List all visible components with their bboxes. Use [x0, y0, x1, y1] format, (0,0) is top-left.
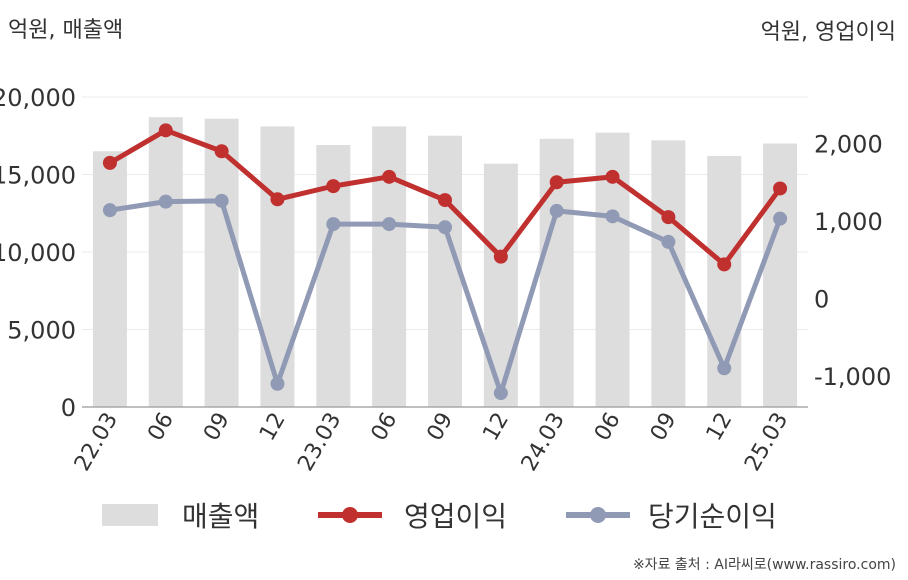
- revenue-bar: [260, 126, 295, 407]
- x-tick-label: 12: [478, 409, 514, 446]
- net-income-point: [102, 203, 117, 218]
- revenue-bars: [92, 117, 798, 408]
- operating-profit-point: [438, 193, 452, 208]
- net-income-point: [549, 203, 564, 218]
- legend-swatch-operating-profit: [318, 507, 382, 523]
- x-tick-label: 09: [646, 409, 682, 446]
- x-tick-label: 09: [423, 409, 459, 446]
- left-tick-label: 15,000: [0, 162, 76, 190]
- revenue-bar: [204, 118, 239, 407]
- net-income-point: [605, 209, 620, 224]
- operating-profit-point: [605, 169, 620, 184]
- net-income-point: [382, 217, 397, 232]
- operating-profit-point: [158, 123, 173, 138]
- right-axis-title: 억원, 영업이익: [760, 20, 896, 45]
- net-income-point: [493, 386, 508, 401]
- x-tick-label: 06: [143, 409, 179, 446]
- operating-profit-point: [773, 181, 788, 196]
- x-tick-label: 22.03: [70, 409, 123, 476]
- legend-label-net-income: 당기순이익: [648, 500, 777, 533]
- x-tick-label: 06: [590, 409, 626, 446]
- net-income-point: [270, 376, 285, 391]
- operating-profit-point: [102, 155, 117, 170]
- right-tick-label: -1,000: [814, 363, 891, 391]
- left-tick-label: 0: [61, 394, 76, 422]
- legend-label-revenue: 매출액: [182, 500, 260, 533]
- legend-label-operating-profit: 영업이익: [404, 500, 508, 533]
- operating-profit-point: [270, 192, 285, 207]
- right-tick-label: 1,000: [814, 208, 883, 236]
- x-tick-label: 24.03: [517, 409, 570, 476]
- legend-swatch-revenue: [102, 504, 158, 526]
- operating-profit-point: [493, 249, 508, 264]
- right-tick-label: 0: [814, 286, 829, 314]
- x-tick-label: 23.03: [293, 409, 346, 476]
- source-note: ※자료 출처 : AI라씨로(www.rassiro.com): [632, 557, 896, 573]
- x-tick-label: 25.03: [740, 409, 793, 476]
- operating-profit-point: [717, 257, 732, 272]
- left-tick-label: 5,000: [7, 317, 76, 345]
- net-income-point: [214, 193, 229, 208]
- revenue-bar: [92, 151, 127, 407]
- revenue-bar: [483, 163, 518, 407]
- net-income-point: [661, 234, 676, 249]
- operating-profit-point: [549, 175, 564, 190]
- net-income-point: [438, 220, 452, 235]
- left-tick-label: 10,000: [0, 239, 76, 267]
- revenue-bar: [428, 135, 462, 407]
- revenue-bar: [372, 126, 407, 407]
- left-tick-label: 20,000: [0, 84, 76, 112]
- operating-profit-point: [326, 179, 341, 194]
- right-tick-label: 2,000: [814, 131, 883, 159]
- revenue-bar: [148, 117, 183, 408]
- operating-profit-point: [382, 169, 397, 184]
- net-income-point: [773, 211, 788, 226]
- operating-profit-point: [214, 144, 229, 159]
- x-tick-label: 09: [199, 409, 235, 446]
- net-income-point: [326, 217, 341, 232]
- legend: 매출액 영업이익 당기순이익: [0, 492, 908, 536]
- chart-plot: 0 5,000 10,000 15,000 20,000 -1,000 0 1,000 2,00…: [0, 84, 891, 476]
- net-income-point: [717, 361, 732, 376]
- x-tick-label: 06: [367, 409, 403, 446]
- legend-swatch-net-income: [566, 507, 630, 523]
- profit-lines: [102, 123, 788, 401]
- net-income-point: [158, 194, 173, 209]
- left-axis-title: 억원, 매출액: [8, 18, 124, 43]
- operating-profit-point: [661, 210, 676, 225]
- x-tick-label: 12: [702, 409, 738, 446]
- x-tick-label: 12: [255, 409, 291, 446]
